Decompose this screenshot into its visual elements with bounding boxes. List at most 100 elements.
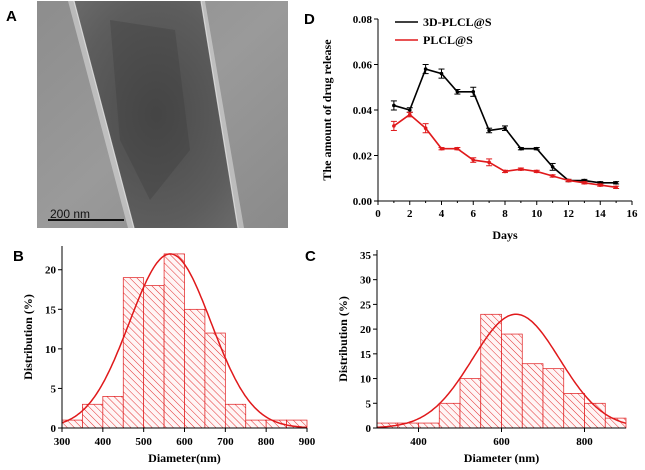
x-tick-label: 6	[471, 208, 477, 220]
x-tick-label: 400	[410, 436, 427, 448]
x-tick-label: 600	[493, 436, 510, 448]
fiber-edge-left	[73, 0, 135, 229]
histogram-bar	[184, 308, 206, 429]
histogram-bar	[584, 402, 606, 429]
data-point	[534, 146, 539, 151]
y-tick-label: 25	[360, 299, 372, 311]
data-point	[439, 71, 444, 76]
data-point	[455, 146, 460, 151]
x-tick-label: 500	[135, 436, 152, 448]
chart-histogram-c: 400 600 800 0 5 10 15 20 25 30 35 Diameter (nm) Dist…	[336, 250, 627, 465]
histogram-bar	[122, 277, 145, 429]
chart-drug-release: 0 2 4 6 8 10 12 14 16 0.00 0.02 0.04 0.06 0.08 Days The…	[320, 14, 638, 242]
panel-label-c: C	[305, 248, 316, 265]
y-axis-label: The amount of drug release	[320, 39, 334, 181]
x-tick-label: 14	[595, 208, 607, 220]
y-axis-label: Distribution (%)	[336, 296, 350, 382]
y-tick-label: 0.02	[353, 151, 373, 163]
gaussian-fit-curve	[61, 253, 308, 429]
y-tick-label: 0.04	[353, 105, 373, 117]
x-axis-label: Diameter (nm)	[464, 451, 539, 465]
histogram-bar	[163, 253, 185, 429]
histogram-bar	[102, 395, 124, 429]
data-point	[519, 146, 523, 151]
y-tick-label: 5	[366, 398, 372, 410]
x-tick-label: 300	[54, 436, 71, 448]
y-tick-label: 0.00	[353, 196, 373, 208]
data-point	[614, 181, 618, 185]
data-point	[407, 112, 412, 117]
tem-micrograph: 200 nm	[37, 0, 288, 229]
x-tick-label: 600	[176, 436, 193, 448]
scale-bar-label: 200 nm	[50, 207, 90, 221]
y-tick-label: 30	[360, 275, 372, 287]
x-tick-label: 12	[563, 208, 575, 220]
x-tick-label: 4	[439, 208, 445, 220]
data-point	[392, 103, 396, 108]
data-point	[407, 108, 412, 112]
y-tick-label: 15	[360, 349, 372, 361]
fiber-edge-right	[200, 0, 239, 229]
data-point	[439, 146, 444, 151]
x-tick-label: 2	[407, 208, 413, 220]
data-point	[582, 181, 587, 185]
y-tick-label: 10	[45, 344, 57, 356]
histogram-bar	[501, 333, 523, 429]
x-tick-label: 700	[217, 436, 234, 448]
data-point	[534, 169, 539, 174]
chart-histogram-b: 300 400 500 600 700 800 900 0 5 10 15 20 Diameter(nm…	[21, 246, 316, 465]
x-axis-label: Diameter(nm)	[148, 451, 221, 465]
fiber-body	[74, 1, 238, 228]
data-point	[550, 165, 555, 169]
data-point	[392, 124, 396, 128]
gaussian-fit-curve	[376, 313, 627, 429]
data-point	[423, 67, 428, 71]
legend-label-1: PLCL@S	[423, 33, 473, 47]
histogram-bar	[542, 368, 565, 429]
data-point	[614, 185, 618, 190]
histogram-bar	[143, 285, 165, 429]
histogram-bar	[438, 402, 461, 429]
data-point	[598, 183, 603, 187]
data-point	[487, 128, 491, 133]
x-tick-label: 8	[502, 208, 508, 220]
y-tick-label: 20	[360, 324, 372, 336]
y-axis-label: Distribution (%)	[21, 294, 35, 380]
x-tick-label: 400	[95, 436, 112, 448]
data-point	[503, 126, 507, 130]
data-point	[519, 167, 523, 171]
x-tick-label: 16	[627, 208, 639, 220]
panel-label-a: A	[6, 8, 17, 25]
y-tick-label: 0	[366, 423, 372, 435]
legend-label-0: 3D-PLCL@S	[423, 15, 492, 29]
y-tick-label: 5	[51, 383, 57, 395]
histogram-bar	[563, 393, 585, 429]
histogram-bar	[224, 403, 247, 429]
y-tick-label: 0.06	[353, 60, 373, 72]
panel-label-b: B	[13, 248, 24, 265]
data-point	[471, 158, 476, 162]
y-tick-label: 20	[45, 265, 57, 277]
y-tick-label: 15	[45, 304, 57, 316]
data-point	[503, 169, 507, 174]
histogram-bar	[204, 332, 226, 429]
x-tick-label: 0	[375, 208, 381, 220]
y-tick-label: 0.08	[353, 14, 373, 26]
data-point	[455, 90, 460, 94]
x-tick-label: 10	[531, 208, 543, 220]
x-tick-label: 800	[258, 436, 275, 448]
y-tick-label: 35	[360, 250, 372, 262]
fiber-core-shadow	[110, 20, 190, 200]
x-axis-label: Days	[492, 228, 518, 242]
x-tick-label: 800	[576, 436, 593, 448]
y-tick-label: 0	[51, 423, 57, 435]
y-tick-label: 10	[360, 374, 372, 386]
histogram-bar	[521, 363, 544, 429]
panel-label-d: D	[304, 11, 315, 28]
data-point	[423, 126, 428, 130]
data-point	[566, 178, 571, 183]
histogram-bar	[418, 422, 440, 429]
histogram-bar	[245, 419, 267, 429]
data-point	[550, 174, 555, 178]
